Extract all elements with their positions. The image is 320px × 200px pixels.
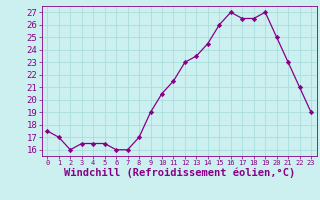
X-axis label: Windchill (Refroidissement éolien,°C): Windchill (Refroidissement éolien,°C) [64, 168, 295, 178]
